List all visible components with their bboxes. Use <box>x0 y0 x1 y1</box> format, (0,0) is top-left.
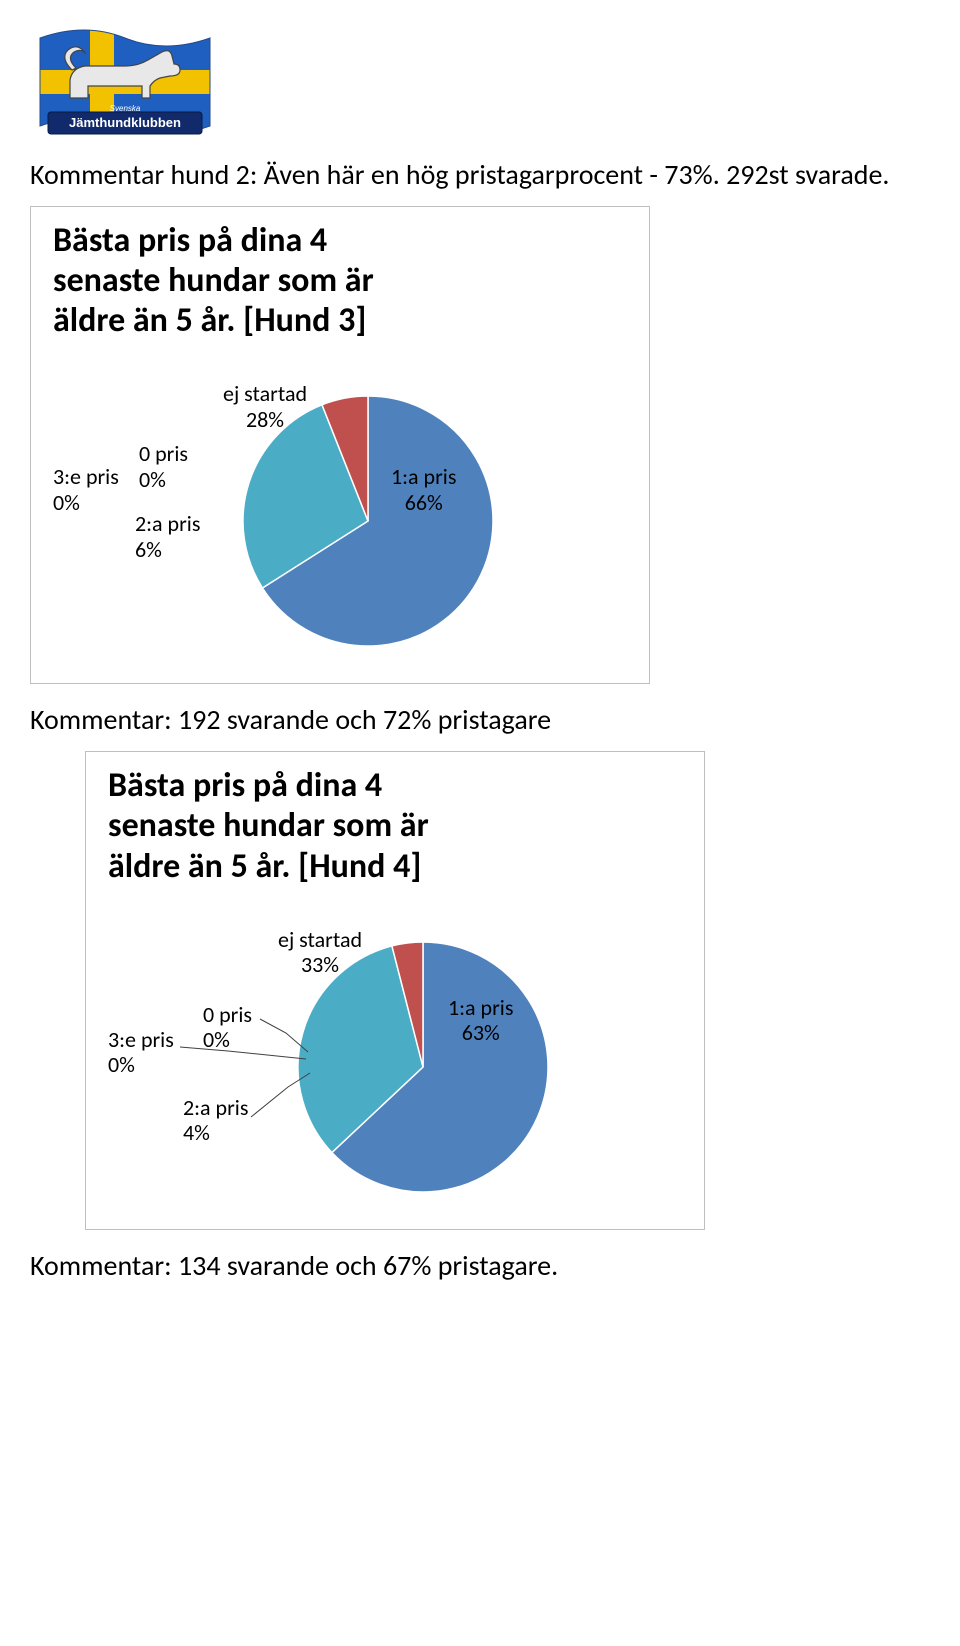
chart-title: Bästa pris på dina 4 senaste hundar som … <box>53 221 627 341</box>
chart-title-line3: äldre än 5 år. [Hund 3] <box>53 300 366 341</box>
svg-text:Svenska: Svenska <box>110 104 141 113</box>
comment-hund-3: Kommentar: 192 svarande och 72% pristaga… <box>30 702 930 737</box>
svg-text:Jämthundklubben: Jämthundklubben <box>69 115 181 130</box>
chart-title: Bästa pris på dina 4 senaste hundar som … <box>108 766 682 886</box>
label-2a-pris: 2:a pris 6% <box>135 511 200 562</box>
chart-title-line1: Bästa pris på dina 4 <box>53 220 327 261</box>
chart-title-line2: senaste hundar som är <box>108 805 429 846</box>
chart-area: ej startad 28% 0 pris 0% 3:e pris 0% 2:a… <box>53 381 613 661</box>
label-1a-pris: 1:a pris 66% <box>391 464 456 515</box>
label-ej-startad: ej startad 28% <box>223 381 307 432</box>
label-3e-pris: 3:e pris 0% <box>53 464 119 515</box>
chart-hund-3: Bästa pris på dina 4 senaste hundar som … <box>30 206 650 684</box>
chart-area: ej startad 33% 0 pris 0% 3:e pris 0% 2:a… <box>108 927 668 1207</box>
chart-title-line2: senaste hundar som är <box>53 260 374 301</box>
chart-title-line3: äldre än 5 år. [Hund 4] <box>108 846 421 887</box>
logo: Jämthundklubben Svenska <box>30 20 220 145</box>
chart-title-line1: Bästa pris på dina 4 <box>108 765 382 806</box>
comment-hund-2: Kommentar hund 2: Även här en hög prista… <box>30 157 930 192</box>
chart-hund-4: Bästa pris på dina 4 senaste hundar som … <box>85 751 705 1229</box>
comment-hund-4: Kommentar: 134 svarande och 67% pristaga… <box>30 1248 930 1283</box>
label-0-pris: 0 pris 0% <box>139 441 188 492</box>
